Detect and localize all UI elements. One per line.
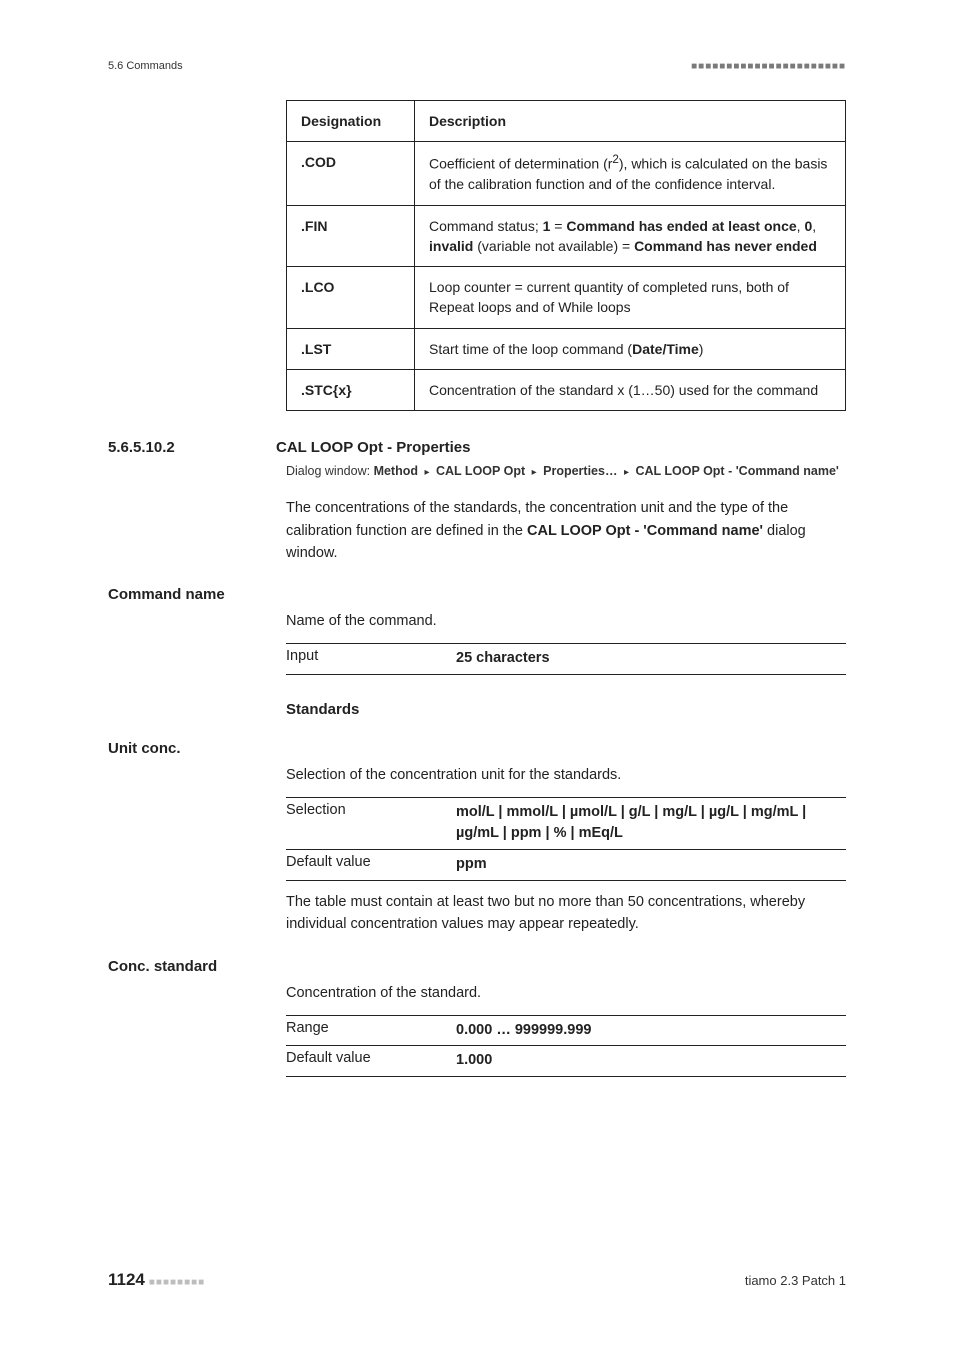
page-number-dots: ■■■■■■■■	[145, 1277, 205, 1288]
header-section-ref: 5.6 Commands	[108, 60, 183, 72]
cell-designation: .LST	[287, 328, 415, 369]
kv-key: Input	[286, 648, 456, 670]
cell-designation: .STC{x}	[287, 370, 415, 411]
cell-designation: .LCO	[287, 267, 415, 329]
field-conc-standard-desc: Concentration of the standard.	[286, 983, 846, 1005]
kv-value: ppm	[456, 854, 846, 876]
table-col-designation: Designation	[287, 101, 415, 142]
section-title: CAL LOOP Opt - Properties	[276, 439, 470, 456]
table-row: .LCOLoop counter = current quantity of c…	[287, 267, 846, 329]
cell-description: Loop counter = current quantity of compl…	[415, 267, 846, 329]
kv-row: Range0.000 … 999999.999	[286, 1015, 846, 1046]
field-conc-standard-label: Conc. standard	[108, 958, 846, 975]
kv-value: 25 characters	[456, 648, 846, 670]
field-unit-conc-label: Unit conc.	[108, 740, 846, 757]
table-row: .STC{x}Concentration of the standard x (…	[287, 370, 846, 411]
field-conc-standard-kv: Range0.000 … 999999.999Default value1.00…	[286, 1015, 846, 1078]
page-number: 1124■■■■■■■■	[108, 1270, 205, 1290]
kv-key: Default value	[286, 1050, 456, 1072]
kv-value: mol/L | mmol/L | µmol/L | g/L | mg/L | µ…	[456, 802, 846, 846]
header-rule: ■■■■■■■■■■■■■■■■■■■■■■	[691, 61, 846, 72]
cell-designation: .COD	[287, 142, 415, 205]
kv-row: Default value1.000	[286, 1045, 846, 1077]
field-unit-conc-desc: Selection of the concentration unit for …	[286, 765, 846, 787]
dialog-path-content: Method ▸ CAL LOOP Opt ▸ Properties… ▸ CA…	[374, 464, 839, 478]
table-row: .LSTStart time of the loop command (Date…	[287, 328, 846, 369]
field-command-name-kv: Input25 characters	[286, 643, 846, 675]
kv-value: 0.000 … 999999.999	[456, 1020, 846, 1042]
kv-row: Default valueppm	[286, 849, 846, 881]
kv-row: Input25 characters	[286, 643, 846, 675]
dialog-path: Dialog window: Method ▸ CAL LOOP Opt ▸ P…	[286, 462, 846, 481]
table-row: .CODCoefficient of determination (r2), w…	[287, 142, 846, 205]
field-command-name-label: Command name	[108, 586, 846, 603]
cell-description: Command status; 1 = Command has ended at…	[415, 205, 846, 267]
section-heading: 5.6.5.10.2 CAL LOOP Opt - Properties	[108, 439, 846, 456]
kv-value: 1.000	[456, 1050, 846, 1072]
kv-key: Range	[286, 1020, 456, 1042]
page-footer: 1124■■■■■■■■ tiamo 2.3 Patch 1	[108, 1270, 846, 1290]
field-unit-conc-kv: Selectionmol/L | mmol/L | µmol/L | g/L |…	[286, 797, 846, 881]
field-command-name-desc: Name of the command.	[286, 611, 846, 633]
standards-heading: Standards	[286, 701, 846, 718]
kv-row: Selectionmol/L | mmol/L | µmol/L | g/L |…	[286, 797, 846, 850]
kv-key: Selection	[286, 802, 456, 846]
section-number: 5.6.5.10.2	[108, 439, 276, 456]
dialog-path-label: Dialog window:	[286, 464, 370, 478]
table-col-description: Description	[415, 101, 846, 142]
table-row: .FINCommand status; 1 = Command has ende…	[287, 205, 846, 267]
command-variables-table: Designation Description .CODCoefficient …	[286, 100, 846, 411]
cell-description: Start time of the loop command (Date/Tim…	[415, 328, 846, 369]
cell-description: Coefficient of determination (r2), which…	[415, 142, 846, 205]
page-number-value: 1124	[108, 1270, 145, 1289]
kv-key: Default value	[286, 854, 456, 876]
section-intro: The concentrations of the standards, the…	[286, 497, 846, 564]
product-name: tiamo 2.3 Patch 1	[745, 1273, 846, 1288]
cell-designation: .FIN	[287, 205, 415, 267]
page-header: 5.6 Commands ■■■■■■■■■■■■■■■■■■■■■■	[108, 60, 846, 72]
field-unit-conc-note: The table must contain at least two but …	[286, 891, 846, 936]
cell-description: Concentration of the standard x (1…50) u…	[415, 370, 846, 411]
